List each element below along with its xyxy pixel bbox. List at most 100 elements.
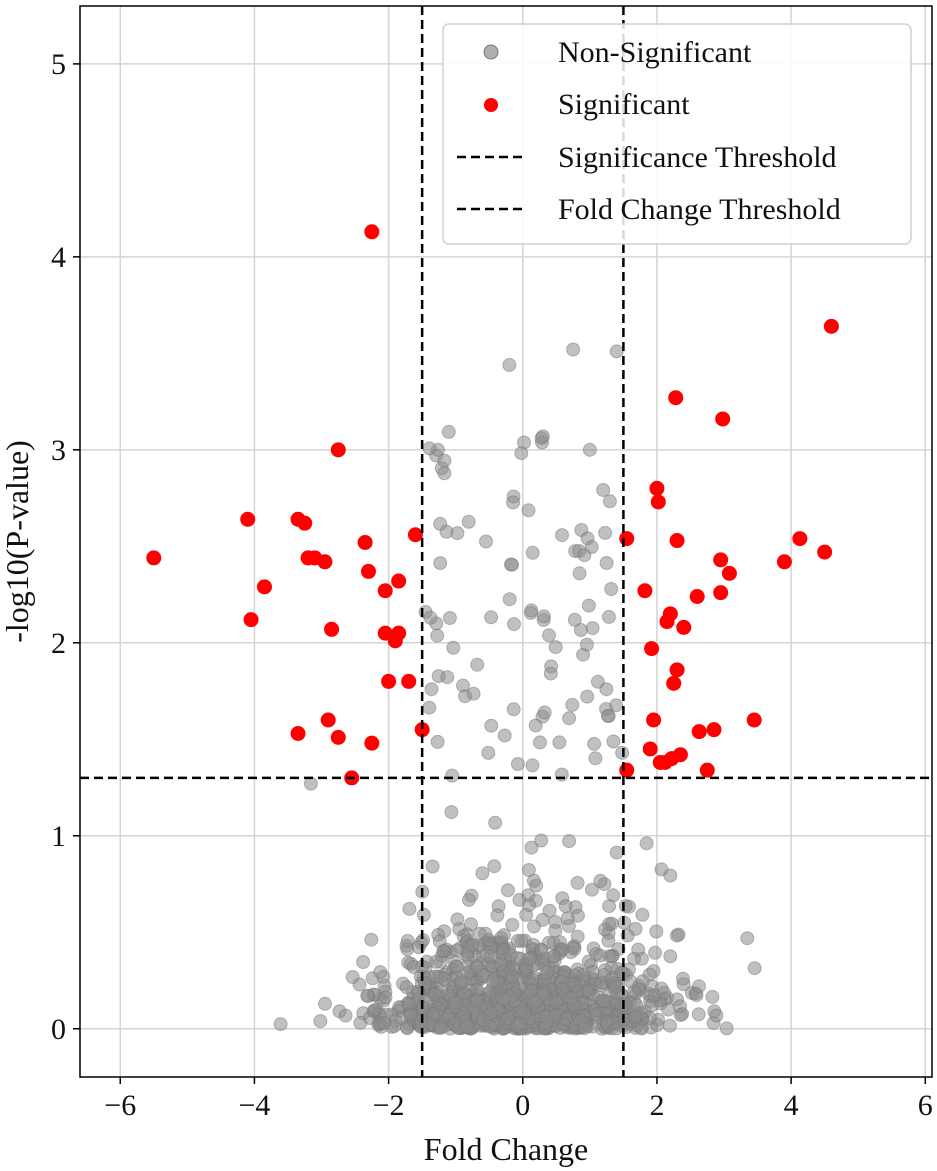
non-significant-point	[505, 969, 520, 984]
significant-point	[776, 554, 792, 570]
x-tick-label: 6	[918, 1089, 933, 1122]
significant-point	[619, 531, 635, 547]
non-significant-point	[582, 442, 597, 457]
non-significant-point	[464, 917, 478, 932]
non-significant-point	[500, 883, 515, 898]
non-significant-point	[501, 1011, 516, 1026]
plot-frame	[79, 5, 933, 1078]
x-tick-label: 2	[649, 1089, 664, 1122]
non-significant-point	[593, 873, 608, 888]
significant-point	[240, 511, 256, 527]
non-significant-point	[663, 868, 678, 883]
significant-point	[243, 612, 259, 628]
significant-point	[414, 722, 430, 738]
non-significant-point	[585, 621, 600, 636]
non-significant-point	[540, 965, 555, 980]
non-significant-point	[437, 466, 452, 481]
legend-significant-marker	[484, 98, 498, 112]
non-significant-point	[481, 932, 496, 947]
non-significant-point	[479, 534, 493, 549]
non-significant-point	[584, 540, 599, 554]
significant-point	[715, 411, 731, 427]
significant-point	[644, 641, 660, 657]
non-significant-point	[548, 640, 563, 655]
non-significant-point	[484, 718, 499, 733]
y-tick-label: 5	[51, 48, 66, 81]
non-significant-point	[564, 991, 579, 1006]
significant-point	[668, 390, 684, 406]
non-significant-point	[360, 988, 375, 1003]
y-axis-label: -log10(P-value)	[0, 440, 35, 643]
non-significant-point	[719, 1021, 734, 1036]
significant-point	[649, 480, 665, 496]
non-significant-point	[502, 592, 517, 607]
significant-point	[290, 726, 306, 742]
non-significant-point	[589, 1007, 604, 1022]
y-tick-label: 1	[51, 820, 66, 853]
non-significant-point	[747, 961, 762, 976]
threshold-lines	[80, 6, 932, 1077]
y-tick-label: 4	[51, 241, 66, 274]
non-significant-point	[437, 453, 452, 468]
non-significant-point	[570, 875, 585, 890]
y-tick-label: 3	[51, 434, 66, 467]
non-significant-point	[465, 938, 480, 953]
non-significant-point	[618, 997, 633, 1012]
non-significant-point	[566, 342, 581, 357]
non-significant-point	[318, 996, 332, 1011]
non-significant-point	[510, 757, 525, 771]
non-significant-point	[466, 686, 481, 701]
non-significant-point	[599, 682, 614, 697]
non-significant-point	[536, 609, 551, 624]
significant-point	[659, 614, 675, 630]
legend-non-significant-marker	[483, 44, 499, 60]
non-significant-point	[524, 840, 539, 855]
non-significant-point	[567, 612, 582, 627]
non-significant-point	[444, 805, 459, 820]
non-significant-point	[580, 689, 595, 704]
significant-series	[146, 224, 839, 786]
non-significant-point	[555, 982, 570, 997]
significant-point	[669, 533, 685, 549]
non-significant-point	[388, 1013, 403, 1028]
non-significant-point	[430, 628, 445, 643]
non-significant-point	[433, 556, 448, 571]
significant-point	[364, 735, 380, 751]
non-significant-point	[497, 728, 512, 743]
non-significant-point	[430, 734, 445, 749]
non-significant-point	[484, 610, 499, 625]
non-significant-point	[709, 1008, 724, 1023]
significant-point	[391, 573, 407, 589]
non-significant-point	[573, 623, 588, 637]
non-significant-point	[537, 705, 552, 720]
non-significant-point	[546, 949, 561, 964]
non-significant-point	[470, 657, 485, 672]
non-significant-point	[494, 931, 509, 945]
non-significant-point	[740, 931, 755, 946]
non-significant-point	[663, 1018, 677, 1033]
significant-point	[676, 619, 692, 635]
non-significant-point	[496, 992, 511, 1007]
non-significant-point	[521, 503, 536, 518]
non-significant-point	[649, 924, 664, 939]
significant-point	[706, 722, 722, 738]
non-significant-point	[581, 598, 596, 613]
non-significant-point	[445, 768, 460, 783]
non-significant-point	[400, 933, 415, 948]
non-significant-point	[441, 424, 456, 439]
non-significant-point	[425, 859, 440, 874]
non-significant-point	[452, 922, 467, 937]
non-significant-point	[475, 968, 490, 983]
non-significant-point	[543, 666, 558, 681]
significant-point	[146, 550, 162, 566]
non-significant-point	[606, 734, 621, 749]
significant-point	[650, 494, 666, 510]
non-significant-point	[609, 344, 624, 359]
significant-point	[381, 673, 397, 689]
non-significant-point	[377, 1015, 391, 1030]
non-significant-point	[514, 933, 529, 948]
non-significant-point	[676, 971, 690, 986]
significant-point	[317, 554, 333, 570]
non-significant-point	[461, 892, 476, 907]
non-significant-point	[657, 985, 672, 1000]
